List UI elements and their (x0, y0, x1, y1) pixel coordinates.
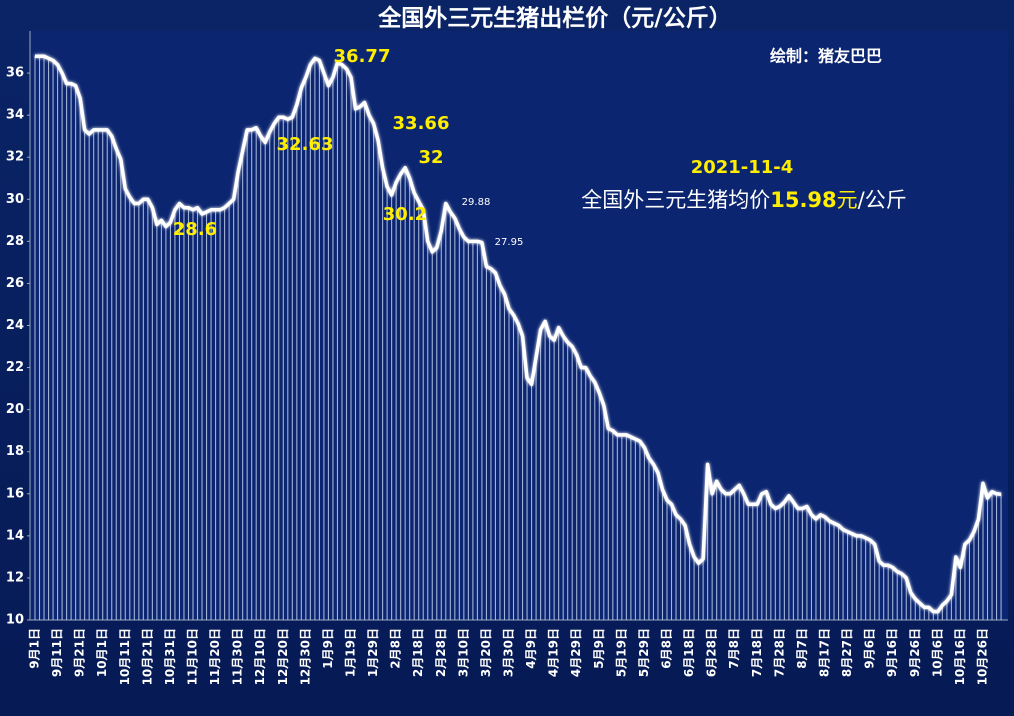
x-tick-label: 1月29日 (366, 628, 380, 677)
x-tick-label: 6月8日 (660, 628, 674, 669)
y-tick-label: 34 (6, 108, 24, 123)
y-tick-label: 28 (6, 234, 24, 249)
chart-title: 全国外三元生猪出栏价（元/公斤） (377, 5, 731, 32)
y-tick-label: 16 (6, 486, 24, 501)
note-prefix: 全国外三元生猪均价 (581, 188, 770, 212)
y-tick-label: 10 (6, 613, 24, 628)
x-tick-label: 10月31日 (163, 628, 177, 685)
x-tick-label: 10月16日 (953, 628, 967, 685)
x-tick-label: 9月26日 (908, 628, 922, 677)
note-price: 15.98 (770, 188, 836, 212)
x-tick-label: 9月16日 (885, 628, 899, 677)
y-tick-label: 30 (6, 192, 24, 207)
x-tick-label: 1月9日 (321, 628, 335, 669)
x-tick-label: 3月30日 (502, 628, 516, 677)
x-tick-label: 5月9日 (592, 628, 606, 669)
x-tick-label: 6月18日 (682, 628, 696, 677)
x-tick-label: 5月29日 (637, 628, 651, 677)
y-tick-label: 22 (6, 360, 24, 375)
x-tick-label: 11月10日 (186, 628, 200, 685)
x-tick-label: 7月8日 (727, 628, 741, 669)
x-tick-label: 10月26日 (976, 628, 990, 685)
x-tick-label: 3月20日 (479, 628, 493, 677)
x-tick-label: 6月28日 (705, 628, 719, 677)
y-tick-label: 24 (6, 318, 24, 333)
annotation: 32.63 (277, 134, 334, 155)
y-tick-label: 12 (6, 570, 24, 585)
x-tick-label: 10月6日 (930, 628, 944, 677)
x-tick-label: 4月9日 (524, 628, 538, 669)
x-tick-label: 9月6日 (863, 628, 877, 669)
x-tick-label: 11月20日 (208, 628, 222, 685)
annotation: 36.77 (334, 46, 391, 67)
annotation: 28.6 (173, 219, 217, 240)
price-line (35, 54, 1002, 614)
x-tick-label: 8月17日 (818, 628, 832, 677)
x-tick-label: 2月18日 (411, 628, 425, 677)
x-tick-label: 7月18日 (750, 628, 764, 677)
y-tick-label: 14 (6, 528, 24, 543)
credit: 绘制：猪友巴巴 (770, 47, 882, 66)
x-tick-label: 10月1日 (95, 628, 109, 677)
x-tick-label: 3月10日 (456, 628, 470, 677)
annotation: 30.2 (383, 204, 427, 225)
y-tick-label: 20 (6, 402, 24, 417)
drop-lines (34, 56, 1002, 620)
x-tick-label: 12月30日 (298, 628, 312, 685)
x-tick-label: 8月27日 (840, 628, 854, 677)
x-tick-label: 8月7日 (795, 628, 809, 669)
annotation: 32 (418, 147, 443, 168)
x-tick-label: 1月19日 (344, 628, 358, 677)
x-tick-label: 9月11日 (50, 628, 64, 677)
x-tick-label: 5月19日 (614, 628, 628, 677)
x-tick-label: 10月11日 (118, 628, 132, 685)
y-tick-label: 36 (6, 66, 24, 81)
annotation: 29.88 (462, 197, 491, 208)
x-tick-label: 9月21日 (73, 628, 87, 677)
annotation: 33.66 (393, 113, 450, 134)
x-tick-label: 10月21日 (140, 628, 154, 685)
x-tick-label: 9月1日 (28, 628, 42, 669)
annotation: 27.95 (495, 237, 524, 248)
note-date: 2021-11-4 (691, 157, 794, 178)
note-unit: 元 (837, 188, 858, 212)
x-tick-label: 7月28日 (772, 628, 786, 677)
note: 全国外三元生猪均价15.98元/公斤 (581, 188, 907, 212)
y-tick-label: 18 (6, 444, 24, 459)
x-tick-label: 12月10日 (253, 628, 267, 685)
note-suffix: /公斤 (858, 188, 907, 212)
x-tick-label: 2月8日 (389, 628, 403, 669)
y-tick-label: 26 (6, 276, 24, 291)
y-tick-label: 32 (6, 150, 24, 165)
x-tick-label: 2月28日 (434, 628, 448, 677)
x-tick-label: 4月29日 (569, 628, 583, 677)
x-tick-label: 11月30日 (231, 628, 245, 685)
x-tick-label: 12月20日 (276, 628, 290, 685)
x-tick-label: 4月19日 (547, 628, 561, 677)
